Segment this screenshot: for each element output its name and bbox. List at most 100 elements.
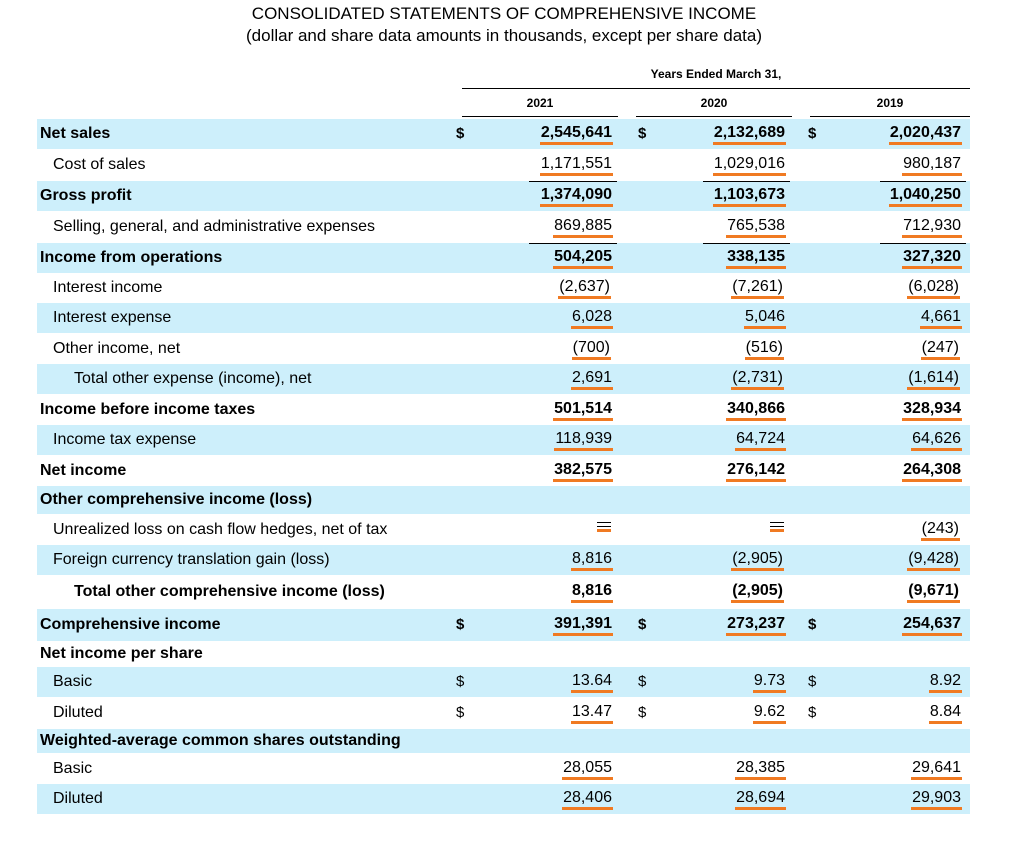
table-row: Weighted-average common shares outstandi… — [37, 729, 970, 753]
period-label: Years Ended March 31, — [650, 67, 782, 81]
dash-underline — [597, 529, 611, 532]
dollar-sign: $ — [638, 704, 647, 721]
subtotal-rule — [529, 181, 617, 182]
subtotal-rule — [703, 181, 790, 182]
value-cell-2021: 28,055 — [562, 758, 613, 780]
value-cell-2019: (9,671) — [907, 581, 960, 603]
table-row: Selling, general, and administrative exp… — [37, 212, 970, 242]
row-label: Cost of sales — [53, 156, 146, 173]
dollar-sign: $ — [456, 125, 465, 142]
value-number: 28,406 — [562, 788, 613, 810]
value-cell-2021: 501,514 — [553, 399, 613, 421]
value-cell-2019: 2,020,437 — [888, 123, 962, 145]
statement-subtitle: (dollar and share data amounts in thousa… — [246, 26, 762, 45]
value-cell-2020: 9.73 — [752, 671, 786, 693]
value-number: 765,538 — [726, 216, 786, 238]
row-label: Interest expense — [53, 309, 172, 326]
table-row: Net income 382,575 276,142 264,308 — [37, 456, 970, 486]
value-number: 264,308 — [902, 460, 962, 482]
value-cell-2020: 340,866 — [726, 399, 786, 421]
value-cell-2020: 1,029,016 — [712, 154, 786, 176]
value-cell-2019: 8.92 — [928, 671, 962, 693]
value-cell-2019: 4,661 — [919, 307, 962, 329]
value-number: (2,731) — [731, 368, 784, 390]
value-cell-2021: 8,816 — [570, 581, 613, 603]
subtotal-rule — [529, 243, 617, 244]
value-number: 382,575 — [553, 460, 613, 482]
row-label: Diluted — [53, 790, 103, 807]
value-number: 29,903 — [911, 788, 962, 810]
value-number: (6,028) — [907, 277, 960, 299]
dash-line — [770, 526, 784, 527]
table-row: Foreign currency translation gain (loss)… — [37, 545, 970, 575]
row-label: Unrealized loss on cash flow hedges, net… — [53, 521, 388, 538]
nil-dash: — — [597, 519, 611, 532]
table-row: Basic 28,055 28,385 29,641 — [37, 754, 970, 784]
dollar-sign: $ — [456, 673, 465, 690]
value-number: 712,930 — [902, 216, 962, 238]
year-header-2020: 2020 — [700, 96, 728, 110]
year-rule-2020 — [636, 116, 792, 117]
table-row: Net income per share — [37, 642, 970, 666]
value-cell-2020: 28,694 — [735, 788, 786, 810]
value-number: (247) — [920, 338, 960, 360]
value-number: 64,724 — [735, 429, 786, 451]
table-row: Basic $ $ $13.64 9.73 8.92 — [37, 667, 970, 697]
period-rule — [462, 88, 970, 89]
value-cell-2021: 1,171,551 — [539, 154, 613, 176]
value-number: (9,671) — [907, 581, 960, 603]
value-number: (7,261) — [731, 277, 784, 299]
value-cell-2020: (2,905) — [731, 581, 784, 603]
value-cell-2019: (243) — [920, 519, 960, 541]
table-row: Total other comprehensive income (loss) 8… — [37, 576, 970, 608]
table-row: Interest expense 6,028 5,046 4,661 — [37, 303, 970, 333]
value-cell-2020: 338,135 — [726, 247, 786, 269]
table-row: Unrealized loss on cash flow hedges, net… — [37, 515, 970, 545]
dollar-sign: $ — [638, 125, 647, 142]
value-number: 276,142 — [726, 460, 786, 482]
value-number: 2,020,437 — [888, 123, 962, 145]
value-cell-2021: 13.64 — [570, 671, 613, 693]
value-cell-2019: 980,187 — [902, 154, 962, 176]
value-number: 1,029,016 — [712, 154, 786, 176]
value-number: 1,040,250 — [888, 185, 962, 207]
value-cell-2020: (2,731) — [731, 368, 784, 390]
row-label: Other comprehensive income (loss) — [40, 491, 313, 508]
value-number: 2,545,641 — [539, 123, 613, 145]
value-number: 13.47 — [570, 702, 613, 724]
row-label: Diluted — [53, 704, 103, 721]
value-cell-2020: 28,385 — [735, 758, 786, 780]
value-number: (2,637) — [558, 277, 611, 299]
table-row: Cost of sales 1,171,551 1,029,016 980,187 — [37, 150, 970, 180]
dash-underline — [770, 529, 784, 532]
year-header-2021: 2021 — [526, 96, 554, 110]
dollar-sign: $ — [808, 704, 817, 721]
dash-line — [597, 522, 611, 523]
value-cell-2020: 2,132,689 — [712, 123, 786, 145]
value-cell-2021: 28,406 — [562, 788, 613, 810]
value-number: 6,028 — [570, 307, 613, 329]
subtotal-rule — [703, 243, 790, 244]
value-number: 8.84 — [928, 702, 962, 724]
year-rule-2021 — [462, 116, 618, 117]
row-label: Total other expense (income), net — [74, 370, 312, 387]
value-cell-2019: (9,428) — [907, 549, 960, 571]
value-cell-2021: (2,637) — [558, 277, 611, 299]
value-cell-2019: 712,930 — [902, 216, 962, 238]
value-cell-2021: 118,939 — [554, 429, 613, 451]
value-cell-2020: (7,261) — [731, 277, 784, 299]
value-number: (516) — [744, 338, 784, 360]
row-label: Income from operations — [40, 249, 223, 266]
statement-title: CONSOLIDATED STATEMENTS OF COMPREHENSIVE… — [251, 4, 757, 23]
value-cell-2019: 327,320 — [902, 247, 962, 269]
value-number: 391,391 — [553, 614, 613, 636]
value-number: 504,205 — [553, 247, 613, 269]
dollar-sign: $ — [638, 616, 647, 633]
value-number: (700) — [571, 338, 611, 360]
dash-line — [597, 526, 611, 527]
value-number: 1,103,673 — [712, 185, 786, 207]
value-cell-2020: 1,103,673 — [712, 185, 786, 207]
value-number: 8.92 — [928, 671, 962, 693]
value-cell-2021: 2,545,641 — [539, 123, 613, 145]
value-cell-2021: (700) — [571, 338, 611, 360]
